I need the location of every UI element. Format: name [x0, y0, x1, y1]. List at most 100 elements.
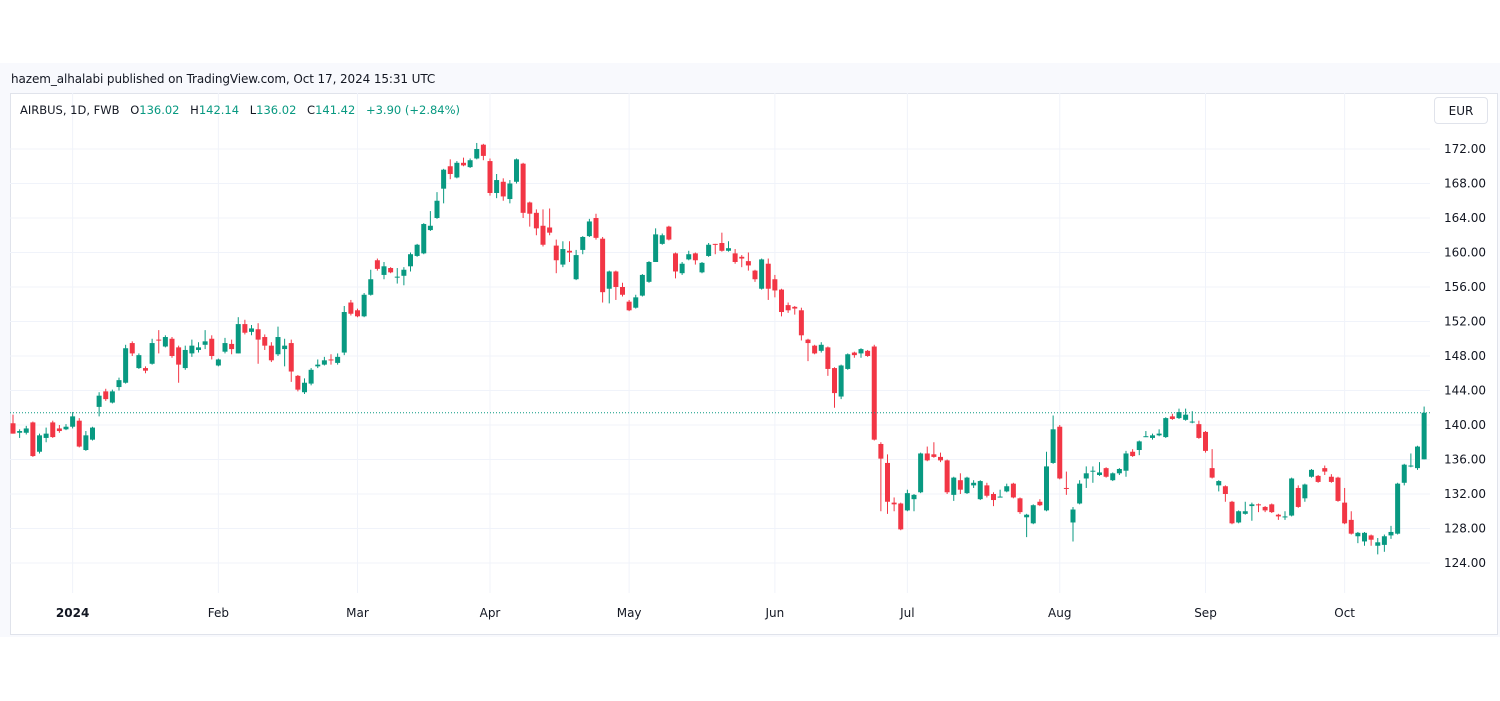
candle-body-down[interactable]	[772, 279, 778, 291]
candle-body-down[interactable]	[931, 454, 937, 457]
candle-body-down[interactable]	[1063, 487, 1069, 489]
candle-body-up[interactable]	[1249, 504, 1255, 507]
candle-body-up[interactable]	[1302, 484, 1308, 499]
candle-body-down[interactable]	[143, 368, 148, 371]
candle-body-up[interactable]	[441, 169, 447, 189]
candle-body-up[interactable]	[838, 365, 844, 397]
candle-body-up[interactable]	[23, 428, 29, 433]
candle-body-down[interactable]	[865, 350, 871, 356]
candle-body-up[interactable]	[401, 269, 407, 276]
candle-body-up[interactable]	[421, 224, 427, 254]
candle-body-up[interactable]	[659, 235, 665, 244]
candle-body-down[interactable]	[779, 289, 784, 313]
candle-body-down[interactable]	[613, 271, 619, 287]
candle-body-down[interactable]	[593, 218, 599, 238]
candle-body-down[interactable]	[229, 343, 235, 350]
candle-body-up[interactable]	[1401, 464, 1407, 483]
candle-body-down[interactable]	[1269, 504, 1275, 513]
candle-body-up[interactable]	[335, 356, 341, 363]
candle-body-up[interactable]	[964, 477, 970, 494]
candle-body-down[interactable]	[480, 144, 486, 156]
candle-body-down[interactable]	[1010, 483, 1016, 498]
candle-body-up[interactable]	[474, 149, 480, 159]
candle-body-up[interactable]	[1150, 435, 1155, 438]
candle-body-down[interactable]	[567, 250, 572, 253]
candle-body-down[interactable]	[348, 302, 354, 314]
candle-body-up[interactable]	[1024, 514, 1030, 518]
candle-body-up[interactable]	[381, 266, 387, 275]
candle-body-down[interactable]	[76, 420, 82, 447]
candle-body-up[interactable]	[275, 337, 281, 355]
candle-body-down[interactable]	[765, 263, 771, 289]
candle-body-down[interactable]	[938, 456, 943, 461]
candle-body-up[interactable]	[1050, 429, 1056, 463]
candle-body-up[interactable]	[653, 234, 659, 262]
candle-body-up[interactable]	[83, 435, 89, 451]
candle-body-up[interactable]	[123, 348, 129, 383]
candle-body-down[interactable]	[1103, 468, 1109, 477]
candle-body-up[interactable]	[997, 496, 1003, 498]
candle-body-down[interactable]	[328, 359, 334, 361]
candle-body-up[interactable]	[63, 426, 69, 430]
candlestick-chart[interactable]: 172.00 168.00 164.00 160.00 156.00 152.00 148.…	[10, 93, 1498, 635]
candle-body-up[interactable]	[1004, 486, 1010, 492]
candle-body-up[interactable]	[1097, 472, 1102, 476]
candle-body-up[interactable]	[37, 435, 42, 452]
candle-body-down[interactable]	[1335, 477, 1341, 501]
candle-body-down[interactable]	[1017, 498, 1023, 513]
candle-body-down[interactable]	[553, 245, 559, 261]
candle-body-down[interactable]	[242, 324, 248, 333]
candle-body-up[interactable]	[1070, 509, 1076, 523]
candle-body-up[interactable]	[1030, 505, 1036, 524]
candle-body-down[interactable]	[739, 256, 745, 259]
candle-body-down[interactable]	[666, 226, 672, 240]
candle-body-up[interactable]	[904, 493, 910, 511]
candle-body-up[interactable]	[394, 276, 400, 278]
candle-body-up[interactable]	[1282, 516, 1288, 518]
candle-body-down[interactable]	[805, 339, 811, 344]
candle-body-up[interactable]	[633, 297, 639, 308]
candle-body-up[interactable]	[149, 343, 155, 364]
candle-body-down[interactable]	[825, 347, 831, 369]
candle-body-up[interactable]	[1216, 481, 1222, 486]
candle-body-up[interactable]	[858, 349, 864, 354]
candle-body-down[interactable]	[851, 352, 857, 356]
candle-body-down[interactable]	[752, 270, 758, 280]
candle-body-down[interactable]	[792, 306, 798, 309]
candle-body-up[interactable]	[1309, 469, 1314, 477]
candle-body-down[interactable]	[169, 338, 175, 356]
candle-body-up[interactable]	[560, 249, 566, 265]
candle-body-up[interactable]	[308, 369, 314, 384]
candle-body-down[interactable]	[891, 502, 897, 505]
candle-body-up[interactable]	[573, 255, 579, 280]
candle-body-up[interactable]	[202, 341, 208, 345]
candle-body-up[interactable]	[315, 364, 321, 367]
candle-body-up[interactable]	[341, 312, 347, 353]
candle-body-down[interactable]	[461, 162, 466, 166]
candle-body-up[interactable]	[1183, 414, 1189, 420]
candle-body-down[interactable]	[50, 422, 56, 438]
candle-body-down[interactable]	[673, 253, 678, 272]
candle-body-down[interactable]	[1328, 476, 1334, 482]
candle-body-down[interactable]	[500, 181, 506, 197]
candle-body-up[interactable]	[1242, 511, 1248, 514]
candle-body-down[interactable]	[262, 337, 268, 346]
candle-body-down[interactable]	[533, 212, 539, 229]
candle-body-down[interactable]	[103, 391, 109, 400]
candle-body-down[interactable]	[487, 161, 493, 193]
candle-body-up[interactable]	[321, 360, 327, 365]
candle-body-up[interactable]	[726, 248, 731, 251]
candle-body-up[interactable]	[1123, 453, 1129, 471]
candle-body-up[interactable]	[951, 477, 957, 495]
candle-body-down[interactable]	[1262, 506, 1268, 511]
candle-body-up[interactable]	[706, 244, 712, 256]
candle-body-up[interactable]	[818, 344, 824, 351]
candle-body-up[interactable]	[977, 481, 983, 500]
candle-body-up[interactable]	[1116, 468, 1122, 474]
candle-body-up[interactable]	[414, 244, 420, 256]
candle-body-down[interactable]	[447, 166, 453, 175]
candle-body-down[interactable]	[56, 428, 62, 432]
candle-body-down[interactable]	[129, 343, 135, 354]
candle-body-up[interactable]	[434, 200, 440, 218]
candle-body-down[interactable]	[388, 268, 394, 273]
